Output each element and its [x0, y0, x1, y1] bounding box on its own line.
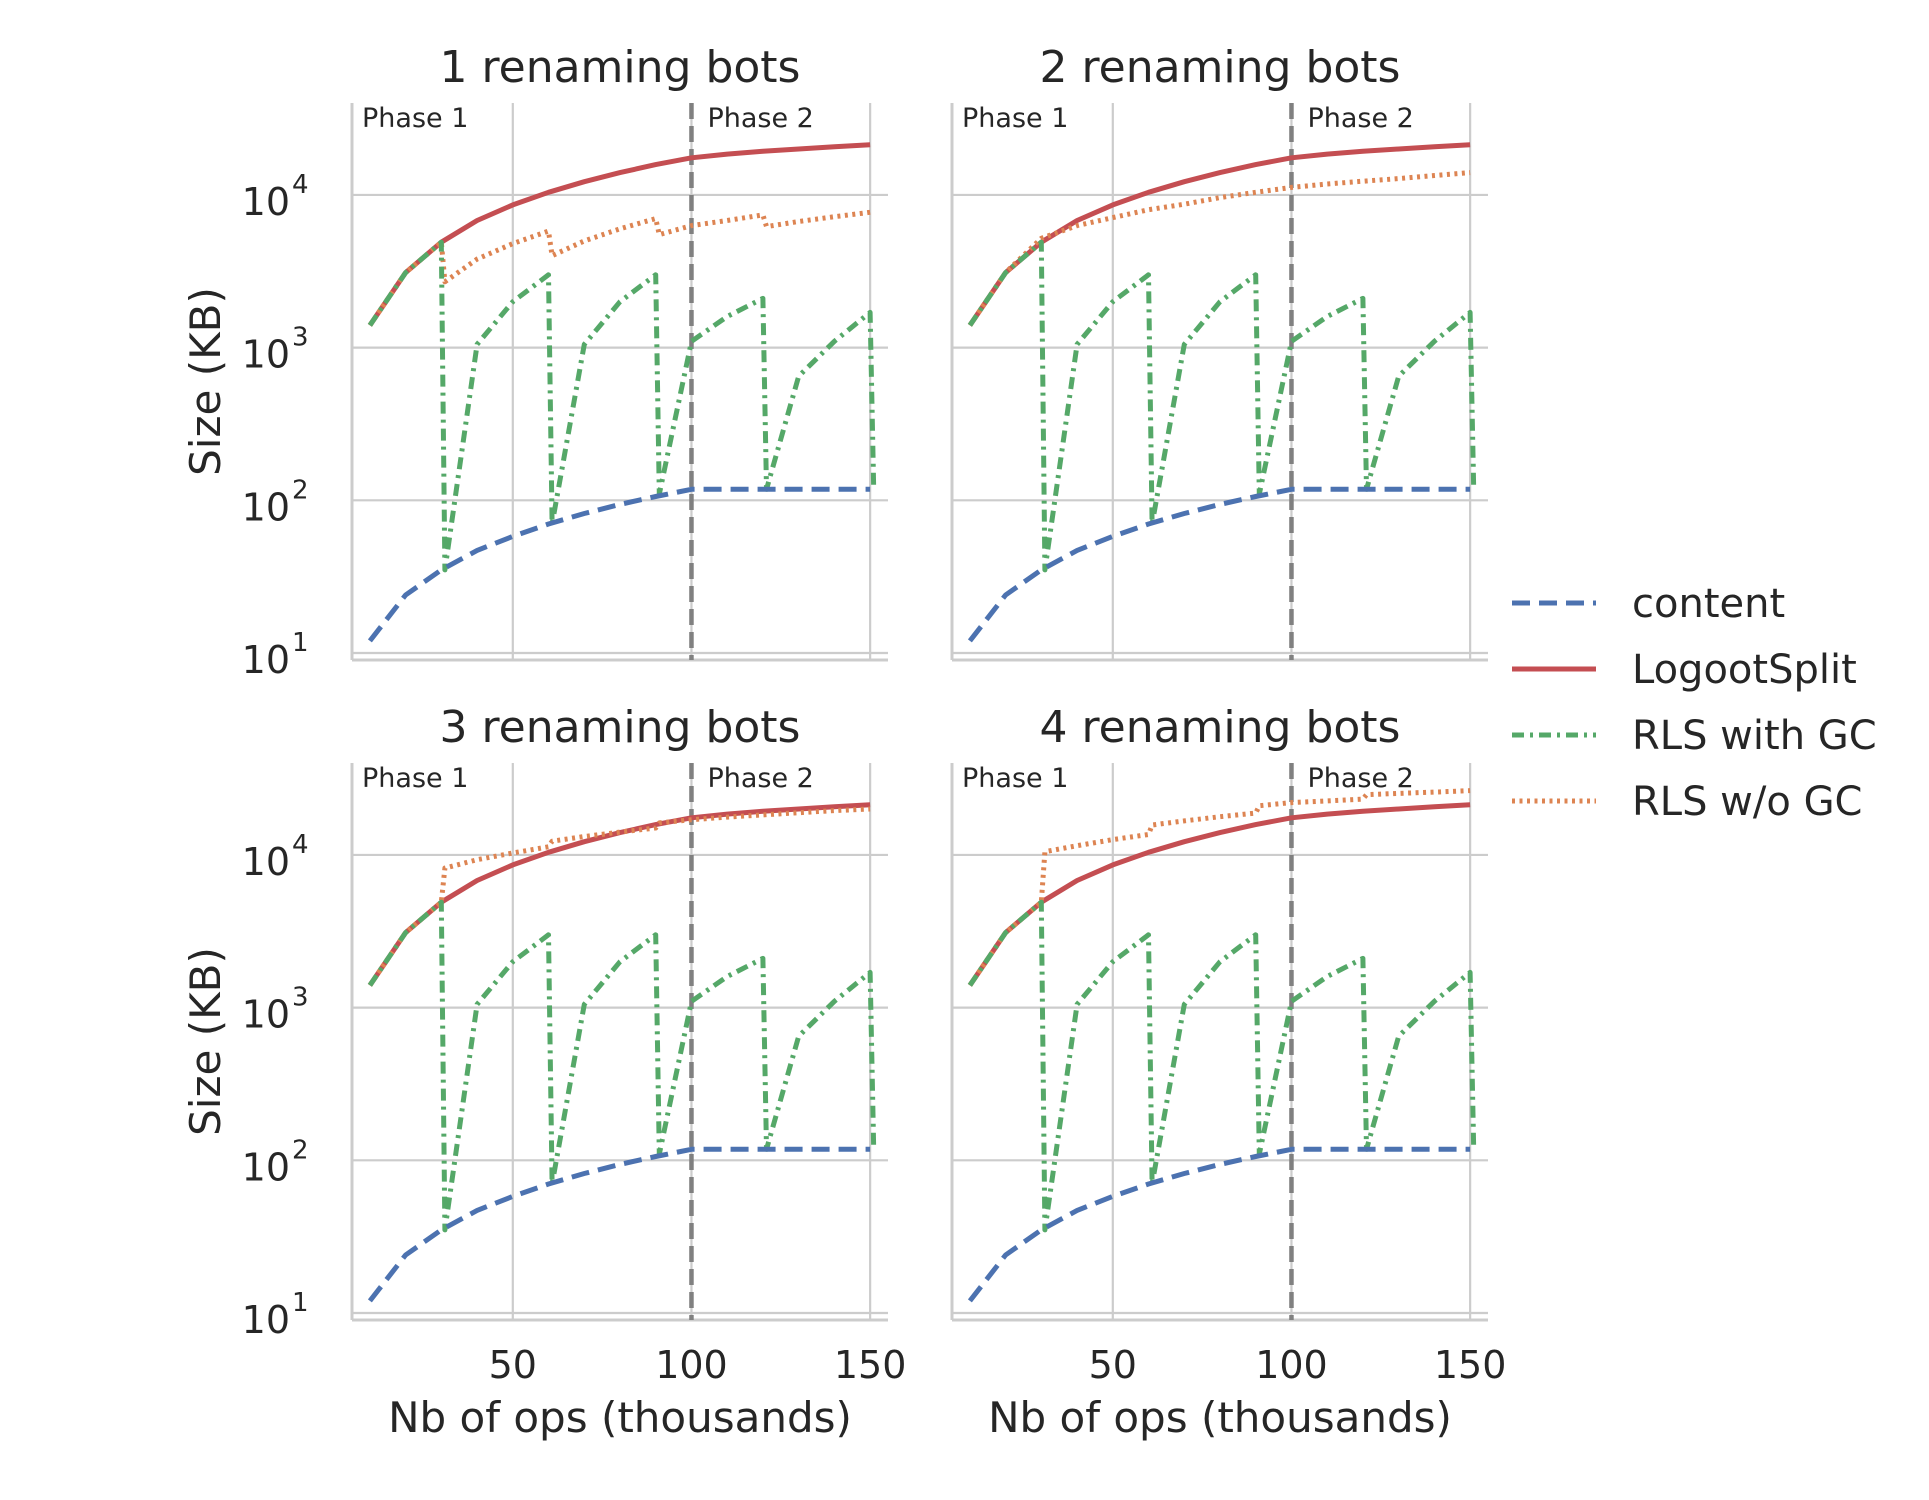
- series-line-rls-with-gc: [367, 239, 877, 573]
- panel-title: 1 renaming bots: [440, 42, 801, 93]
- series-line-logootsplit: [967, 802, 1471, 987]
- phase1-label: Phase 1: [962, 763, 1068, 794]
- series-line-logootsplit: [967, 142, 1471, 327]
- phase2-label: Phase 2: [707, 763, 813, 794]
- y-tick-label-exponent: 1: [292, 628, 309, 658]
- x-tick-label: 150: [834, 1343, 907, 1387]
- series-line-content: [367, 1146, 871, 1303]
- phase2-label: Phase 2: [1307, 763, 1413, 794]
- y-tick-label-exponent: 1: [292, 1288, 309, 1318]
- series-line-rls-with-gc: [367, 899, 877, 1233]
- x-axis-label: Nb of ops (thousands): [988, 1393, 1452, 1442]
- y-tick-label: 10: [242, 1298, 290, 1342]
- legend-label: content: [1632, 581, 1785, 627]
- x-tick-label: 150: [1434, 1343, 1507, 1387]
- panel-title: 3 renaming bots: [440, 702, 801, 753]
- phase2-label: Phase 2: [1307, 103, 1413, 134]
- panel-title: 4 renaming bots: [1040, 702, 1401, 753]
- y-tick-label-exponent: 2: [292, 1135, 309, 1165]
- y-axis-label: Size (KB): [181, 287, 230, 476]
- panel-4: Phase 1 Phase 2 4 renaming bots 50 100 150 Nb …: [950, 702, 1507, 1442]
- y-tick-label: 10: [242, 840, 290, 884]
- x-tick-label: 50: [489, 1343, 537, 1387]
- y-tick-label: 10: [242, 333, 290, 377]
- phase2-label: Phase 2: [707, 103, 813, 134]
- series-line-rls-with-gc: [967, 899, 1477, 1233]
- legend-item: RLS with GC: [1512, 713, 1877, 759]
- y-tick-label-exponent: 4: [292, 830, 309, 860]
- y-tick-label-exponent: 3: [292, 323, 309, 353]
- phase1-label: Phase 1: [362, 103, 468, 134]
- series-line-rls-w-o-gc: [367, 209, 871, 327]
- x-tick-label: 100: [655, 1343, 728, 1387]
- legend-item: LogootSplit: [1512, 647, 1857, 693]
- y-tick-label: 10: [242, 993, 290, 1037]
- series-line-logootsplit: [367, 142, 871, 327]
- y-tick-label-exponent: 4: [292, 170, 309, 200]
- legend: content LogootSplit RLS with GC RLS w/o GC: [1512, 581, 1877, 825]
- y-tick-label: 10: [242, 1145, 290, 1189]
- phase1-label: Phase 1: [962, 103, 1068, 134]
- legend-item: RLS w/o GC: [1512, 779, 1863, 825]
- y-tick-label: 10: [242, 180, 290, 224]
- legend-item: content: [1512, 581, 1785, 627]
- x-tick-label: 100: [1255, 1343, 1328, 1387]
- series-line-content: [367, 486, 871, 643]
- series-line-logootsplit: [367, 802, 871, 987]
- x-tick-label: 50: [1089, 1343, 1137, 1387]
- series-line-rls-with-gc: [967, 239, 1477, 573]
- x-axis-label: Nb of ops (thousands): [388, 1393, 852, 1442]
- series-line-content: [967, 486, 1471, 643]
- phase1-label: Phase 1: [362, 763, 468, 794]
- legend-label: LogootSplit: [1632, 647, 1857, 693]
- series-line-rls-w-o-gc: [367, 806, 871, 987]
- series-line-rls-w-o-gc: [967, 788, 1471, 987]
- legend-label: RLS with GC: [1632, 713, 1877, 759]
- y-tick-label-exponent: 3: [292, 983, 309, 1013]
- panel-2: Phase 1 Phase 2 2 renaming bots: [950, 42, 1488, 662]
- y-tick-label: 10: [242, 485, 290, 529]
- legend-label: RLS w/o GC: [1632, 779, 1863, 825]
- y-tick-label-exponent: 2: [292, 475, 309, 505]
- series-line-content: [967, 1146, 1471, 1303]
- y-tick-label: 10: [242, 638, 290, 682]
- y-axis-label: Size (KB): [181, 947, 230, 1136]
- panel-title: 2 renaming bots: [1040, 42, 1401, 93]
